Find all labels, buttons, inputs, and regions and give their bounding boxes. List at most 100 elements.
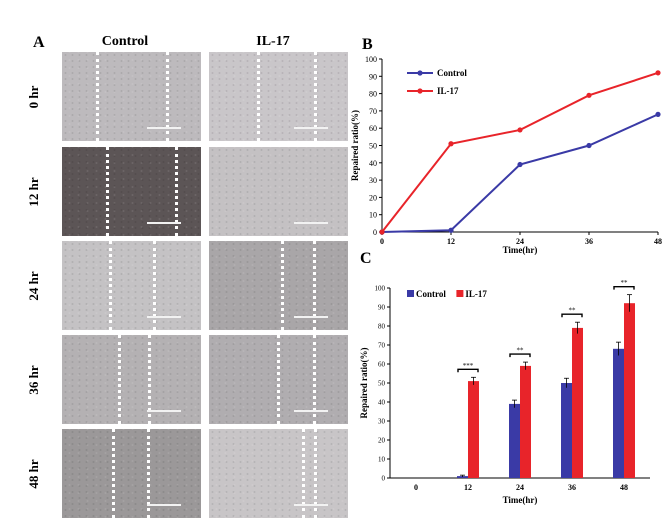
significance-label: ** xyxy=(517,347,525,355)
column-header-il17: IL-17 xyxy=(256,34,290,49)
x-tick-label: 24 xyxy=(516,483,524,492)
x-tick-label: 12 xyxy=(447,237,455,246)
significance-label: ** xyxy=(569,307,577,315)
significance-label: ** xyxy=(621,279,629,287)
micrograph-image xyxy=(209,429,348,518)
scale-bar xyxy=(147,504,181,506)
series-line xyxy=(381,71,659,233)
y-tick-label: 100 xyxy=(365,55,377,64)
legend-label: IL-17 xyxy=(437,86,459,96)
wound-edge-line xyxy=(153,241,156,330)
wound-edge-line xyxy=(281,241,284,330)
row-label: 36 hr xyxy=(26,364,41,395)
micrograph-image xyxy=(62,335,201,424)
bar xyxy=(468,381,479,478)
legend-marker xyxy=(417,70,423,76)
y-tick-label: 10 xyxy=(369,211,377,220)
y-axis-label: Repaired ratio(%) xyxy=(359,347,369,418)
y-tick-label: 70 xyxy=(378,342,386,350)
row-label: 48 hr xyxy=(26,458,41,489)
x-axis-label: Time(hr) xyxy=(503,245,538,255)
data-point xyxy=(517,161,523,168)
scale-bar xyxy=(294,504,328,506)
y-tick-label: 80 xyxy=(369,90,377,99)
y-tick-label: 30 xyxy=(369,176,377,185)
legend-label: IL-17 xyxy=(465,289,487,299)
y-tick-label: 40 xyxy=(369,159,377,168)
y-tick-label: 90 xyxy=(378,304,386,312)
micrograph-image xyxy=(209,335,348,424)
wound-edge-line xyxy=(147,429,150,518)
y-tick-label: 30 xyxy=(378,418,386,426)
y-tick-label: 70 xyxy=(369,107,377,116)
wound-edge-line xyxy=(175,147,178,236)
significance-bracket xyxy=(561,313,583,318)
wound-edge-line xyxy=(257,52,260,141)
y-tick-label: 100 xyxy=(375,285,386,293)
significance-bracket xyxy=(457,368,479,373)
scale-bar xyxy=(147,410,181,412)
scale-bar xyxy=(294,410,328,412)
legend-label: Control xyxy=(416,289,446,299)
wound-edge-line xyxy=(313,241,316,330)
data-point xyxy=(517,127,523,133)
panel-a-letter: A xyxy=(33,34,45,51)
micrograph-image xyxy=(209,241,348,330)
micrograph-image xyxy=(62,429,201,518)
legend-label: Control xyxy=(437,68,467,78)
wound-edge-line xyxy=(96,52,99,141)
significance-label: *** xyxy=(463,362,474,370)
micrograph-image xyxy=(209,147,348,236)
bar xyxy=(572,327,583,478)
data-point xyxy=(586,142,592,149)
scale-bar xyxy=(147,127,181,129)
scale-bar xyxy=(294,222,328,224)
row-label: 0 hr xyxy=(26,85,41,108)
wound-edge-line xyxy=(166,52,169,141)
scale-bar xyxy=(294,316,328,318)
y-tick-label: 50 xyxy=(369,142,377,151)
wound-edge-line xyxy=(314,429,317,518)
wound-edge-line xyxy=(118,335,121,424)
x-tick-label: 0 xyxy=(414,483,418,492)
scale-bar xyxy=(147,222,181,224)
micrograph-image xyxy=(209,52,348,141)
row-label: 24 hr xyxy=(26,270,41,301)
scale-bar xyxy=(147,316,181,318)
x-tick-label: 36 xyxy=(568,483,576,492)
micrograph-image xyxy=(62,52,201,141)
y-tick-label: 10 xyxy=(378,456,386,464)
wound-edge-line xyxy=(109,241,112,330)
wound-edge-line xyxy=(106,147,109,236)
significance-bracket xyxy=(613,285,635,290)
legend-swatch xyxy=(407,290,414,297)
bar xyxy=(613,348,624,478)
x-axis-label: Time(hr) xyxy=(503,495,538,505)
column-header-control: Control xyxy=(101,34,149,49)
y-tick-label: 0 xyxy=(373,228,377,237)
bar xyxy=(509,403,520,478)
x-tick-label: 0 xyxy=(380,237,384,246)
y-tick-label: 0 xyxy=(382,475,386,483)
bar xyxy=(520,365,531,478)
data-point xyxy=(655,70,661,76)
panel-c-letter: C xyxy=(360,250,372,267)
data-point xyxy=(448,227,454,233)
data-point xyxy=(448,141,454,147)
legend-swatch xyxy=(456,290,464,297)
scale-bar xyxy=(294,127,328,129)
y-tick-label: 20 xyxy=(369,193,377,202)
y-tick-label: 90 xyxy=(369,72,377,81)
line-chart: 0 10 20 30 40 50 60 70 80 90 100 0 12 24 36 48 Time(hr) R… xyxy=(350,55,662,255)
bar xyxy=(624,303,635,478)
data-point xyxy=(655,111,661,117)
y-tick-label: 60 xyxy=(378,361,386,369)
significance-bracket xyxy=(509,353,531,358)
y-tick-label: 60 xyxy=(369,124,377,133)
row-label: 12 hr xyxy=(26,176,41,207)
wound-edge-line xyxy=(112,429,115,518)
x-tick-label: 24 xyxy=(516,237,524,246)
wound-edge-line xyxy=(148,335,151,424)
micrograph-image xyxy=(62,241,201,330)
